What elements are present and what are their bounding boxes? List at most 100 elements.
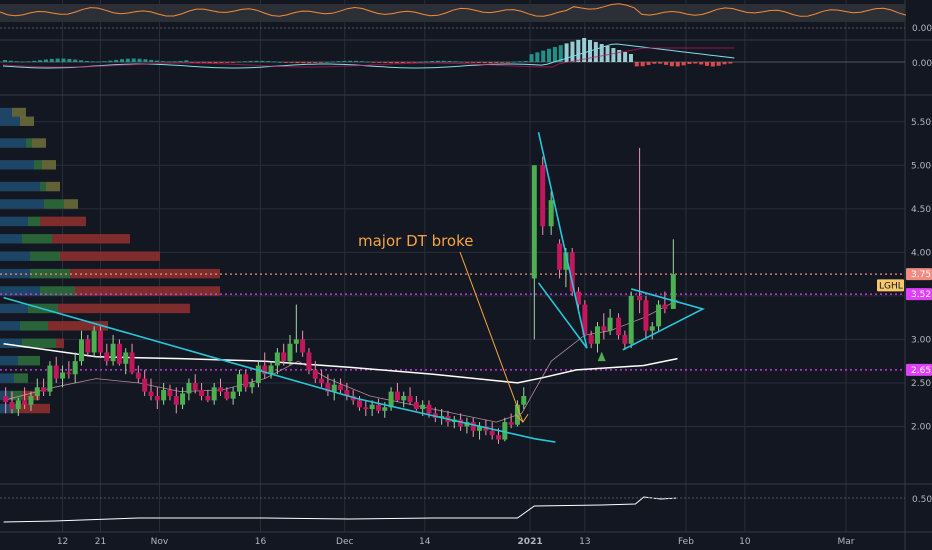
time-tick-label: Mar: [838, 537, 855, 547]
macd-histogram-bar: [55, 58, 60, 62]
volume-profile-bar: [18, 355, 40, 366]
macd-histogram-bar: [558, 45, 563, 62]
macd-histogram-bar: [506, 62, 511, 63]
macd-histogram-bar: [213, 62, 218, 64]
macd-histogram-bar: [359, 61, 364, 62]
indicator-panel-macd: 0.00: [0, 38, 932, 69]
macd-histogram-bar: [131, 58, 136, 62]
macd-histogram-bar: [430, 61, 435, 62]
macd-histogram-bar: [8, 60, 13, 62]
candle-body: [563, 252, 569, 270]
candle-body: [47, 365, 53, 392]
macd-histogram-bar: [102, 61, 107, 62]
candle-body: [205, 396, 211, 401]
candle-body: [135, 372, 141, 379]
candle-body: [420, 404, 426, 410]
candle-body: [670, 274, 676, 309]
macd-histogram-bar: [272, 61, 277, 63]
macd-histogram-bar: [231, 62, 236, 63]
price-tick-label: 4.00: [911, 248, 931, 258]
macd-histogram-bar: [90, 61, 95, 63]
time-tick-label: 21: [95, 537, 106, 547]
macd-histogram-bar: [61, 58, 66, 62]
volume-profile-bar: [30, 251, 60, 261]
macd-histogram-bar: [605, 46, 610, 62]
moving-average-long: [3, 343, 678, 384]
candle-body: [401, 396, 407, 401]
macd-histogram-bar: [441, 60, 446, 62]
candle-body: [300, 339, 306, 353]
volume-profile-bar: [0, 373, 14, 383]
moving-average-short: [3, 299, 678, 423]
candle-body: [637, 295, 643, 301]
time-tick-label: 14: [419, 537, 431, 547]
candle-body: [9, 402, 15, 410]
candle-body: [91, 330, 97, 353]
macd-histogram-bar: [523, 60, 528, 62]
candle-body: [582, 304, 588, 336]
oscillator-level-label: 0.00: [912, 24, 932, 34]
indicator-panel-bottom: 0.50: [0, 495, 932, 523]
candle-body: [192, 382, 198, 390]
ticker-badge: [877, 279, 904, 292]
macd-histogram-bar: [43, 59, 48, 62]
candle-body: [643, 300, 649, 331]
candle-body: [413, 402, 419, 410]
macd-histogram-bar: [266, 61, 271, 62]
macd-histogram-bar: [14, 61, 19, 63]
macd-histogram-bar: [371, 62, 376, 63]
macd-histogram-bar: [32, 60, 37, 62]
candle-body: [274, 352, 280, 366]
pennant-pattern: [537, 132, 588, 349]
time-tick-label: 12: [57, 537, 68, 547]
macd-histogram-bar: [166, 61, 171, 63]
time-tick-label: Dec: [336, 537, 353, 547]
candle-body: [458, 419, 464, 427]
macd-histogram-bar: [617, 50, 622, 62]
volume-profile-bar: [0, 199, 44, 209]
oscillator-band: [0, 4, 905, 22]
candle-body: [268, 365, 274, 375]
candle-body: [569, 252, 575, 292]
volume-profile-bar: [34, 160, 42, 170]
candle-body: [496, 435, 501, 440]
price-axis: 5.505.004.504.003.503.002.502.003.753.52…: [877, 118, 932, 432]
candle-body: [236, 374, 242, 392]
volume-profile-bar: [32, 138, 46, 148]
candle-body: [281, 352, 287, 362]
volume-profile-bar: [56, 338, 64, 348]
macd-histogram-bar: [693, 62, 698, 64]
volume-profile-bar: [64, 199, 78, 209]
macd-histogram-bar: [394, 62, 399, 64]
macd-histogram-bar: [348, 60, 353, 62]
macd-histogram-bar: [552, 47, 557, 62]
macd-histogram-bar: [38, 60, 43, 62]
macd-histogram-bar: [611, 48, 616, 62]
macd-histogram-bar: [699, 62, 704, 65]
candle-body: [477, 426, 483, 431]
macd-histogram-bar: [26, 61, 31, 63]
time-tick-label: 16: [255, 537, 267, 547]
macd-histogram-bar: [155, 60, 160, 62]
candle-body: [41, 387, 47, 392]
volume-profile-bar: [28, 216, 40, 227]
macd-histogram-bar: [599, 44, 604, 62]
macd-histogram-bar: [96, 61, 101, 63]
macd-histogram-bar: [84, 60, 89, 62]
macd-histogram-bar: [330, 61, 335, 63]
macd-histogram-bar: [447, 60, 452, 62]
macd-histogram-bar: [108, 60, 113, 62]
macd-histogram-bar: [482, 62, 487, 64]
macd-histogram-bar: [669, 62, 674, 67]
candle-body: [249, 382, 255, 388]
macd-histogram-bar: [196, 62, 201, 63]
candle-body: [514, 404, 520, 425]
volume-profile-bar: [40, 286, 75, 296]
macd-histogram-bar: [190, 62, 195, 63]
volume-profile-bar: [58, 303, 190, 314]
macd-histogram-bar: [529, 54, 534, 62]
macd-histogram-bar: [143, 59, 148, 62]
volume-profile-bar: [0, 251, 30, 261]
annotation-arrow-line: [459, 251, 524, 423]
volume-profile-bar: [0, 216, 28, 227]
